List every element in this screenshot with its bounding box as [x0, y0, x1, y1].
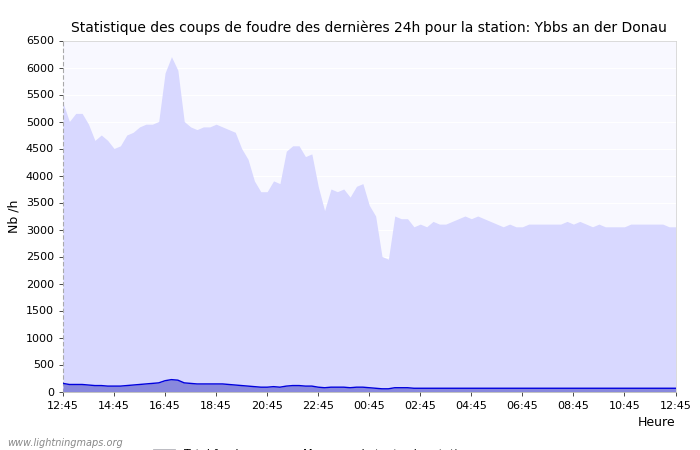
Text: Heure: Heure [638, 416, 676, 429]
Y-axis label: Nb /h: Nb /h [7, 199, 20, 233]
Title: Statistique des coups de foudre des dernières 24h pour la station: Ybbs an der D: Statistique des coups de foudre des dern… [71, 21, 667, 35]
Text: www.lightningmaps.org: www.lightningmaps.org [7, 438, 122, 448]
